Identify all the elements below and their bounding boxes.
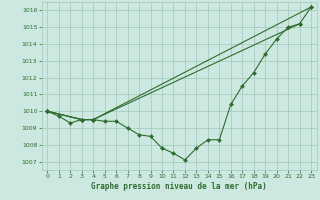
X-axis label: Graphe pression niveau de la mer (hPa): Graphe pression niveau de la mer (hPa) <box>91 182 267 191</box>
